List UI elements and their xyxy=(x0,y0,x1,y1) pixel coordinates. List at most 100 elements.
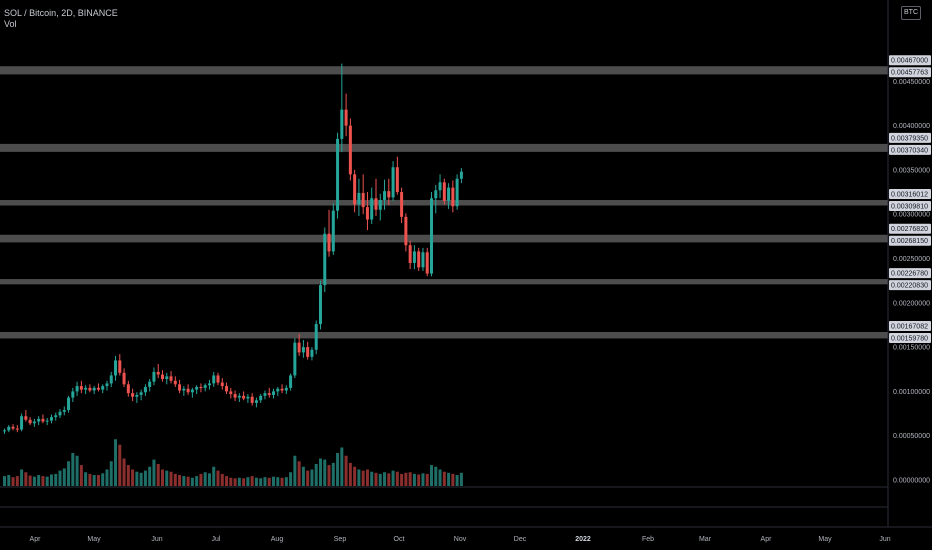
volume-bar xyxy=(45,476,49,486)
x-tick-label: Apr xyxy=(30,536,42,543)
candle-body xyxy=(160,374,164,379)
volume-bar xyxy=(246,477,250,486)
candle-body xyxy=(131,393,135,397)
candle-body xyxy=(49,417,53,421)
svg-text:0.00457763: 0.00457763 xyxy=(891,70,928,77)
candle-body xyxy=(353,174,357,205)
volume-bar xyxy=(96,475,100,486)
y-tick-label: 0.00350000 xyxy=(893,167,930,174)
volume-bar xyxy=(289,472,293,486)
volume-bar xyxy=(314,464,318,486)
candle-body xyxy=(434,190,438,199)
volume-bar xyxy=(280,477,284,486)
volume-bar xyxy=(229,477,233,486)
candle-body xyxy=(425,252,429,274)
volume-bar xyxy=(173,473,177,486)
volume-bar xyxy=(344,455,348,486)
level-price-tag: 0.00167082 xyxy=(889,320,931,331)
candlesticks xyxy=(3,63,463,434)
candle-body xyxy=(289,375,293,388)
volume-bar xyxy=(195,476,199,486)
candle-body xyxy=(169,376,173,381)
level-price-tag: 0.00220830 xyxy=(889,280,931,291)
candle-body xyxy=(62,410,66,412)
volume-bar xyxy=(105,469,109,486)
volume-bar xyxy=(430,465,433,486)
volume-bar xyxy=(114,439,118,486)
candle-body xyxy=(242,395,246,399)
volume-bar xyxy=(438,469,442,486)
volume-bar xyxy=(203,472,207,486)
y-tick-label: 0.00450000 xyxy=(893,79,930,86)
volume-bar xyxy=(178,475,182,486)
candle-body xyxy=(336,138,340,211)
volume-bar xyxy=(84,472,88,486)
level-band xyxy=(0,143,888,152)
volume-bar xyxy=(318,458,322,486)
volume-bar xyxy=(92,475,96,486)
candle-body xyxy=(357,192,361,205)
candle-body xyxy=(246,396,250,399)
candle-body xyxy=(459,171,463,179)
candle-body xyxy=(190,389,194,393)
volume-bar xyxy=(447,472,451,486)
candle-body xyxy=(404,216,408,246)
level-price-tags: 0.00467000 0.00457763 0.00379350 0.00370340… xyxy=(889,55,931,343)
candle-body xyxy=(20,416,24,430)
volume-bar xyxy=(353,466,357,486)
candle-body xyxy=(430,198,433,274)
candle-body xyxy=(340,109,344,139)
volume-bar xyxy=(24,472,28,486)
candle-body xyxy=(212,375,216,384)
candle-body xyxy=(75,386,79,392)
volume-bar xyxy=(451,473,455,486)
candle-body xyxy=(3,430,6,432)
volume-bar xyxy=(301,466,305,486)
volume-bar xyxy=(49,474,53,486)
volume-bar xyxy=(11,477,15,486)
volume-indicator-label[interactable]: Vol xyxy=(4,19,17,29)
svg-text:0.00268150: 0.00268150 xyxy=(891,238,928,245)
volume-bar xyxy=(216,470,220,486)
candle-body xyxy=(267,393,271,395)
y-tick-label: 0.00250000 xyxy=(893,256,930,263)
volume-bar xyxy=(169,471,173,486)
level-price-tag: 0.00457763 xyxy=(889,67,931,78)
volume-bar xyxy=(267,477,271,486)
y-axis[interactable]: 0.00450000 0.00400000 0.00350000 0.00300000… xyxy=(893,79,930,485)
candle-body xyxy=(96,387,100,390)
currency-button[interactable]: BTC xyxy=(901,6,921,20)
candle-body xyxy=(11,426,15,429)
level-band xyxy=(0,279,888,285)
svg-text:0.00316012: 0.00316012 xyxy=(891,192,928,199)
chart-legend: SOL / Bitcoin, 2D, BINANCE Vol xyxy=(4,8,118,30)
volume-bar xyxy=(71,453,75,486)
candle-body xyxy=(225,386,229,392)
y-tick-label: 0.00000000 xyxy=(893,478,930,485)
symbol-title[interactable]: SOL / Bitcoin, 2D, BINANCE xyxy=(4,8,118,18)
candle-body xyxy=(306,347,310,357)
candle-body xyxy=(88,387,92,391)
volume-bar xyxy=(442,471,446,486)
volume-bar xyxy=(340,447,344,486)
level-price-tag: 0.00276820 xyxy=(889,223,931,234)
x-tick-label: Apr xyxy=(761,536,773,543)
volume-bar xyxy=(370,471,374,486)
x-tick-label: Dec xyxy=(514,536,527,543)
candle-body xyxy=(148,381,152,387)
candle-body xyxy=(122,372,126,385)
candle-body xyxy=(400,192,404,217)
x-axis[interactable]: Apr May Jun Jul Aug Sep Oct Nov Dec 2022 Feb Mar Apr… xyxy=(30,536,891,543)
volume-bar xyxy=(417,474,421,486)
volume-bar xyxy=(348,462,352,486)
candle-body xyxy=(365,207,369,220)
svg-text:0.00370340: 0.00370340 xyxy=(891,147,928,154)
candle-body xyxy=(263,393,267,396)
candle-body xyxy=(126,384,130,394)
volume-bar xyxy=(408,472,412,486)
volume-bar xyxy=(404,472,408,486)
candle-body xyxy=(165,376,169,379)
candle-body xyxy=(109,375,113,384)
candle-body xyxy=(301,347,305,353)
